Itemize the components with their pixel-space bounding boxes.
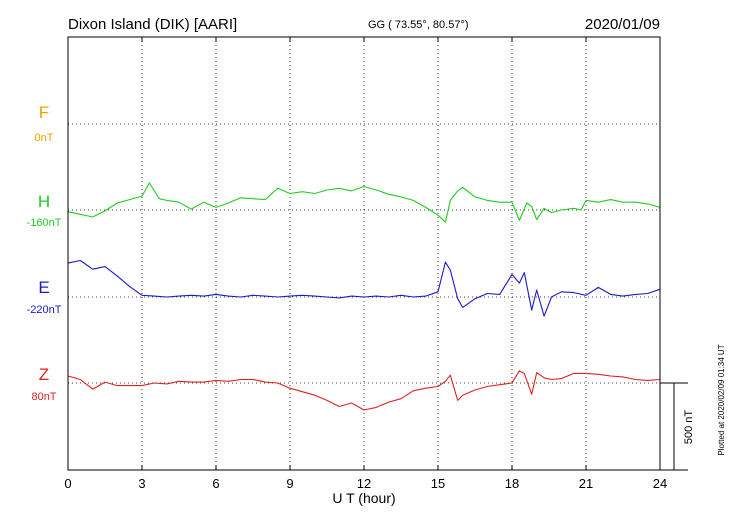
plotted-at-note: Plotted at 2020/02/09 01:34 UT: [717, 344, 726, 455]
plot-grid: [68, 37, 660, 470]
channel-label-Z: Z: [39, 365, 49, 384]
coordinates-label: GG ( 73.55°, 80.57°): [368, 19, 469, 31]
x-tick-label: 0: [64, 476, 71, 491]
series-line-Z: [67, 370, 661, 411]
channel-offset-E: -220nT: [27, 304, 62, 316]
series-traces: [67, 182, 661, 411]
series-line-H: [67, 182, 661, 223]
station-title: Dixon Island (DIK) [AARI]: [68, 16, 237, 33]
channel-label-F: F: [39, 103, 49, 122]
channel-offset-H: -160nT: [27, 217, 62, 229]
x-tick-label: 24: [653, 476, 667, 491]
x-tick-label: 18: [505, 476, 519, 491]
channel-offset-F: 0nT: [35, 132, 54, 144]
x-tick-label: 21: [579, 476, 593, 491]
channel-labels: F 0nT H -160nT E -220nT Z 80nT: [27, 103, 62, 403]
date-label: 2020/01/09: [585, 16, 660, 33]
x-tick-label: 6: [212, 476, 219, 491]
x-tick-label: 12: [357, 476, 371, 491]
channel-label-E: E: [38, 278, 49, 297]
x-tick-label: 3: [138, 476, 145, 491]
series-line-E: [67, 259, 661, 317]
x-axis-ticks: 0 3 6 9 12 15 18 21 24: [64, 37, 667, 491]
scale-bar-label: 500 nT: [683, 410, 695, 445]
scale-bar: 500 nT: [660, 382, 695, 471]
channel-label-H: H: [38, 192, 50, 211]
plot-frame: [67, 36, 661, 471]
x-tick-label: 15: [431, 476, 445, 491]
x-axis-label: U T (hour): [332, 490, 395, 506]
x-tick-label: 9: [286, 476, 293, 491]
channel-offset-Z: 80nT: [31, 391, 56, 403]
